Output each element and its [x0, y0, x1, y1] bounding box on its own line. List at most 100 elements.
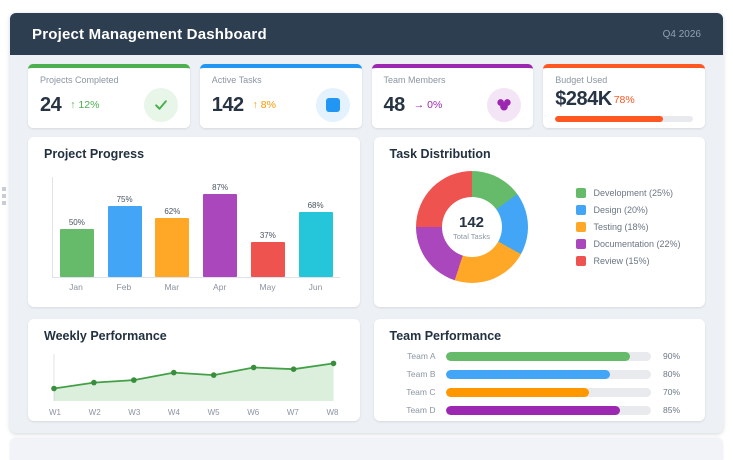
- bar: [155, 218, 190, 277]
- bar-column-jan: 50%: [57, 218, 97, 277]
- kpi-label: Budget Used: [555, 75, 608, 85]
- bar-value-label: 50%: [68, 218, 85, 227]
- project-progress-title: Project Progress: [44, 147, 145, 161]
- x-axis-label: May: [259, 282, 276, 292]
- donut-legend: Development (25%) Design (20%) Testing (18…: [575, 181, 681, 273]
- legend-label: Documentation (22%): [593, 239, 681, 249]
- kpi-card-active-tasks: Active Tasks 142 ↑ 8%: [199, 64, 362, 128]
- bar-value-label: 68%: [307, 201, 324, 210]
- line-chart-x-labels: W1 W2 W3 W4 W5 W6 W7 W8: [44, 408, 344, 417]
- bar-value-label: 37%: [259, 231, 276, 240]
- budget-progress-fill: [555, 116, 663, 122]
- donut-total-value: 142: [458, 213, 485, 231]
- kpi-trend: ↑ 8%: [252, 99, 276, 111]
- project-progress-panel: Project Progress 50% 75% 62% 87% 37% 68% Jan F…: [28, 137, 360, 307]
- x-axis-label: Apr: [213, 282, 227, 292]
- legend-item-documentation: Documentation (22%): [575, 239, 681, 249]
- legend-item-design: Design (20%): [575, 205, 681, 215]
- legend-item-development: Development (25%): [575, 188, 681, 198]
- kpi-main: 24 ↑ 12%: [40, 88, 178, 122]
- charts-row-2: Weekly Performance W1 W2 W3 W4 W5 W6 W7 W8 Team…: [28, 319, 705, 421]
- team-row-team-a: Team A 90%: [390, 351, 690, 361]
- task-distribution-panel: Task Distribution 142 Total Tasks Develo…: [373, 137, 705, 307]
- x-axis-label: W3: [128, 408, 141, 417]
- donut-chart: 142 Total Tasks: [415, 171, 528, 283]
- kpi-label: Projects Completed: [40, 75, 119, 85]
- x-axis-label: W5: [207, 408, 220, 417]
- team-name-label: Team B: [406, 369, 436, 379]
- drag-handle-dot: [2, 194, 6, 198]
- dashboard-header: Project Management Dashboard Q4 2026: [10, 13, 723, 55]
- team-row-team-d: Team D 85%: [390, 405, 690, 415]
- team-bars: Team A 90% Team B 80% Team C 70% Team D 85%: [390, 351, 690, 415]
- bar-column-feb: 75%: [105, 195, 145, 277]
- donut-center: 142 Total Tasks: [441, 197, 502, 257]
- legend-swatch: [575, 205, 586, 215]
- bar-value-label: 62%: [164, 207, 181, 216]
- kpi-value-group: 48 → 0%: [384, 94, 443, 117]
- legend-swatch: [575, 239, 586, 249]
- task-distribution-title: Task Distribution: [389, 147, 491, 161]
- bar: [203, 194, 238, 277]
- kpi-value: 24: [40, 93, 62, 116]
- charts-row-1: Project Progress 50% 75% 62% 87% 37% 68% Jan F…: [28, 137, 705, 307]
- weekly-performance-title: Weekly Performance: [44, 329, 167, 343]
- legend-item-review: Review (15%): [575, 256, 681, 266]
- legend-label: Development (25%): [593, 188, 674, 198]
- team-row-team-c: Team C 70%: [390, 387, 690, 397]
- kpi-main: 48 → 0%: [384, 88, 522, 122]
- lower-section-strip: [10, 438, 723, 460]
- x-axis-label: W2: [88, 408, 101, 417]
- x-axis-label: W1: [49, 408, 61, 417]
- x-axis-label: Jan: [69, 282, 83, 292]
- legend-label: Testing (18%): [593, 222, 649, 232]
- team-performance-title: Team Performance: [389, 329, 502, 343]
- team-row-team-b: Team B 80%: [390, 369, 690, 379]
- kpi-value: 48: [383, 93, 406, 116]
- kpi-card-projects-completed: Projects Completed 24 ↑ 12%: [28, 64, 190, 128]
- bar: [107, 206, 142, 277]
- kpi-label: Active Tasks: [211, 75, 262, 85]
- drag-handle-dot: [2, 201, 6, 205]
- x-axis-label: W8: [326, 408, 339, 417]
- x-axis-label: W6: [247, 408, 260, 417]
- kpi-trend: 78%: [613, 93, 635, 106]
- team-people-icon: [487, 88, 522, 122]
- team-pct-label: 80%: [663, 369, 681, 379]
- bar-value-label: 75%: [116, 195, 133, 204]
- kpi-label: Team Members: [383, 75, 446, 85]
- bar-chart-x-labels: Jan Feb Mar Apr May Jun: [52, 282, 340, 292]
- kpi-main: 142 ↑ 8%: [212, 88, 350, 122]
- team-name-label: Team D: [406, 405, 436, 415]
- page-title: Project Management Dashboard: [32, 25, 267, 43]
- project-progress-bar-chart: 50% 75% 62% 87% 37% 68%: [52, 177, 340, 278]
- bar-value-label: 87%: [212, 183, 229, 192]
- bar-column-jun: 68%: [296, 201, 336, 277]
- legend-swatch: [575, 256, 586, 266]
- team-bar-fill: [445, 387, 590, 397]
- kpi-card-team-members: Team Members 48 → 0%: [371, 64, 534, 128]
- kpi-card-budget-used: Budget Used $284K 78%: [543, 64, 705, 128]
- legend-swatch: [575, 222, 586, 232]
- period-label: Q4 2026: [662, 28, 701, 40]
- legend-label: Design (20%): [593, 205, 649, 215]
- team-bar-fill: [445, 405, 621, 415]
- kpi-trend: ↑ 12%: [70, 99, 100, 111]
- donut-total-label: Total Tasks: [453, 231, 490, 241]
- kpi-trend: → 0%: [413, 99, 443, 111]
- kpi-value-group: 24 ↑ 12%: [40, 94, 99, 117]
- x-axis-label: W7: [286, 408, 299, 417]
- bar: [59, 229, 94, 277]
- team-bar-track: [445, 369, 651, 379]
- team-name-label: Team A: [407, 351, 436, 361]
- x-axis-label: Jun: [308, 282, 323, 292]
- bar: [250, 242, 285, 277]
- team-name-label: Team C: [406, 387, 436, 397]
- kpi-value: 142: [211, 93, 244, 116]
- team-pct-label: 85%: [663, 405, 681, 415]
- team-performance-panel: Team Performance Team A 90% Team B 80% Team …: [373, 319, 705, 421]
- bar-column-may: 37%: [248, 231, 288, 277]
- drag-handle[interactable]: [2, 187, 6, 205]
- kpi-row: Projects Completed 24 ↑ 12% Active Tasks 142…: [28, 64, 705, 128]
- x-axis-label: W4: [167, 408, 180, 417]
